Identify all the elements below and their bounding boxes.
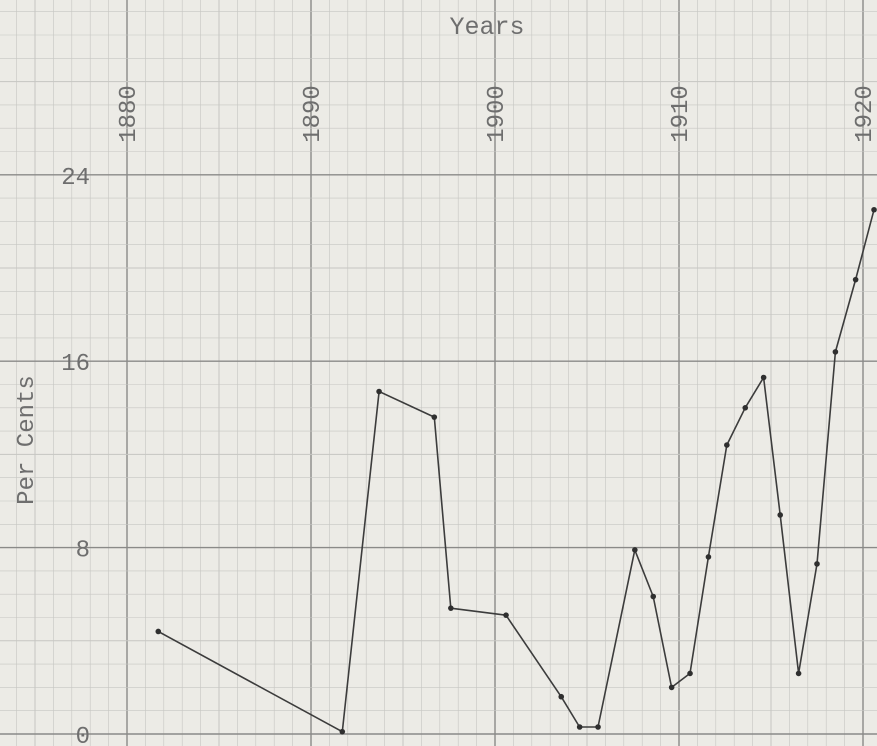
data-point [871, 206, 877, 213]
x-tick-label: 1910 [668, 85, 695, 143]
data-point [376, 388, 382, 395]
data-point [832, 349, 839, 355]
data-point [576, 724, 583, 730]
data-point [558, 693, 565, 700]
x-tick-label: 1880 [116, 85, 143, 143]
y-tick-label: 16 [61, 351, 90, 378]
data-point [814, 561, 820, 567]
data-point [760, 374, 767, 381]
data-point [339, 728, 346, 735]
tick-labels: 1880 1890 1900 1910 1920 0 8 16 24 [61, 85, 877, 746]
data-point [595, 724, 601, 730]
x-tick-label: 1900 [484, 85, 511, 143]
y-tick-label: 0 [76, 724, 90, 746]
x-axis-label: Years [449, 13, 524, 42]
x-tick-label: 1920 [852, 85, 877, 143]
data-point [795, 670, 802, 677]
data-point [650, 593, 657, 600]
x-tick-label: 1890 [300, 85, 327, 143]
data-point [742, 405, 749, 411]
data-point [503, 612, 509, 618]
y-tick-label: 24 [61, 165, 90, 192]
data-point [668, 684, 675, 691]
data-point [632, 547, 638, 553]
data-point [448, 605, 454, 611]
data-point [687, 670, 693, 677]
y-tick-label: 8 [76, 538, 90, 565]
data-point [155, 628, 162, 635]
data-point [852, 276, 859, 283]
data-point [431, 414, 438, 420]
series-layer [155, 206, 877, 735]
data-point [777, 512, 783, 518]
data-point [724, 442, 730, 448]
data-point [705, 554, 712, 560]
y-axis-label: Per Cents [14, 375, 41, 505]
